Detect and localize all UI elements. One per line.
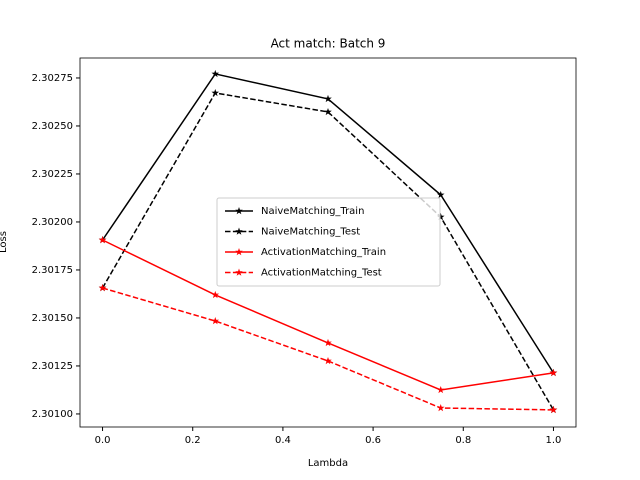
legend-label: ActivationMatching_Train [261,247,386,258]
point-marker [436,385,445,394]
x-tick-label: 1.0 [546,435,562,446]
x-tick-label: 0.2 [185,435,201,446]
y-tick-label: 2.30200 [32,217,73,228]
legend-marker [235,268,243,276]
x-tick-label: 0.4 [275,435,291,446]
point-marker [211,88,220,97]
point-marker [436,403,445,412]
point-marker [98,236,107,244]
x-tick-label: 0.0 [95,435,111,446]
y-tick-label: 2.30125 [32,361,73,372]
point-marker [549,368,558,377]
y-tick-label: 2.30250 [32,121,73,132]
point-marker [211,69,220,78]
point-marker [436,212,445,221]
y-axis-label: Loss [0,231,9,253]
point-marker [549,405,558,414]
y-tick-label: 2.30175 [32,265,73,276]
y-tick-label: 2.30100 [32,409,73,420]
legend-marker [235,207,243,215]
point-marker [324,338,332,347]
x-tick-label: 0.6 [365,435,381,446]
series-line [101,92,555,411]
point-marker [436,190,445,199]
legend-marker [235,227,243,235]
legend-label: NaiveMatching_Train [261,206,364,217]
x-axis-label: Lambda [308,458,348,469]
legend: NaiveMatching_Train NaiveMatching_Test Act… [216,197,441,287]
legend-label: ActivationMatching_Test [261,268,382,279]
axes-frame [79,57,577,428]
point-marker [98,284,107,292]
point-marker [324,107,332,116]
legend-label: NaiveMatching_Test [261,227,360,238]
point-marker [324,356,332,365]
x-tick-label: 0.8 [455,435,471,446]
point-marker [324,94,332,103]
point-marker [211,290,220,299]
legend-marker [235,248,243,256]
y-tick-label: 2.30150 [32,313,73,324]
point-marker [211,317,220,325]
y-tick-label: 2.30225 [32,169,73,180]
y-tick-label: 2.30275 [32,73,73,84]
chart-title: Act match: Batch 9 [271,37,386,51]
legend-frame [216,197,441,287]
